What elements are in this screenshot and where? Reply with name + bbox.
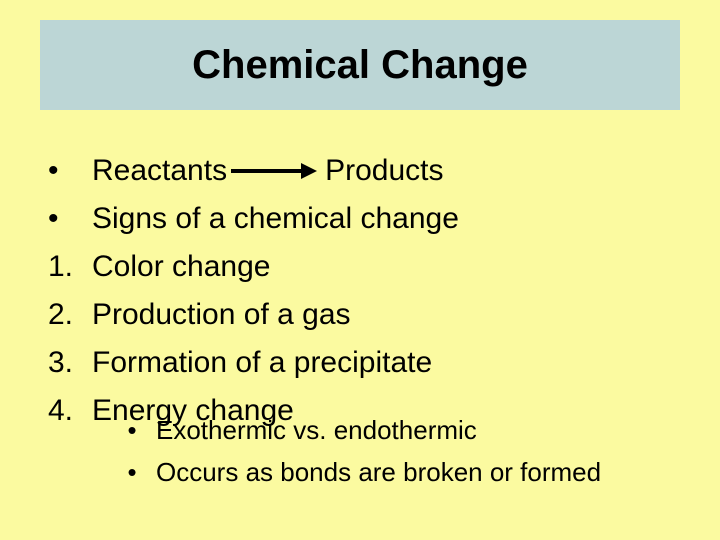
sub-list-item: •Occurs as bonds are broken or formed <box>108 454 601 490</box>
sub-list-text: Exothermic vs. endothermic <box>156 412 477 448</box>
sub-list-text: Occurs as bonds are broken or formed <box>156 454 601 490</box>
list-text: Color change <box>92 246 270 288</box>
list-content: Color change <box>92 246 270 288</box>
arrow-icon <box>231 163 317 179</box>
list-item: 2.Production of a gas <box>48 294 459 336</box>
list-content: Production of a gas <box>92 294 351 336</box>
main-list: •Reactants Products •Signs of a chemical c… <box>48 150 459 438</box>
list-content: Reactants Products <box>92 150 443 192</box>
list-item: •Reactants Products <box>48 150 459 192</box>
sub-list-marker: • <box>108 454 156 490</box>
slide: Chemical Change •ReactantsProducts•Signs… <box>0 0 720 540</box>
sub-list-item: •Exothermic vs. endothermic <box>108 412 601 448</box>
list-content: Signs of a chemical change <box>92 198 459 240</box>
list-content: Formation of a precipitate <box>92 342 432 384</box>
list-marker: 4. <box>48 390 92 432</box>
sub-list: •Exothermic vs. endothermic•Occurs as bo… <box>108 412 601 496</box>
list-marker: • <box>48 150 92 192</box>
list-marker: 1. <box>48 246 92 288</box>
list-marker: 2. <box>48 294 92 336</box>
sub-list-marker: • <box>108 412 156 448</box>
list-text: Signs of a chemical change <box>92 198 459 240</box>
title-box: Chemical Change <box>40 20 680 110</box>
list-text: Production of a gas <box>92 294 351 336</box>
products-label: Products <box>325 150 443 192</box>
list-item: 3.Formation of a precipitate <box>48 342 459 384</box>
slide-title: Chemical Change <box>192 43 528 88</box>
reactants-label: Reactants <box>92 150 227 192</box>
list-text: Formation of a precipitate <box>92 342 432 384</box>
list-marker: 3. <box>48 342 92 384</box>
list-marker: • <box>48 198 92 240</box>
list-item: 1.Color change <box>48 246 459 288</box>
list-item: •Signs of a chemical change <box>48 198 459 240</box>
